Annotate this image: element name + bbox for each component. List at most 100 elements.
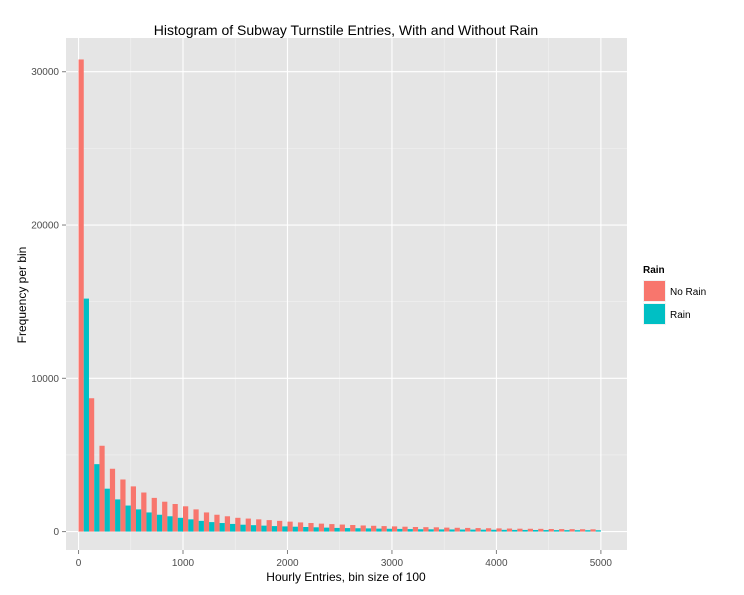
bar-no-rain [162, 501, 168, 532]
bar-no-rain [559, 529, 565, 532]
bar-rain [292, 526, 298, 532]
bar-rain [230, 523, 236, 532]
y-tick-label: 0 [53, 527, 59, 538]
bar-rain [324, 527, 330, 532]
bar-rain [219, 523, 225, 532]
bar-no-rain [99, 445, 105, 532]
chart-title: Histogram of Subway Turnstile Entries, W… [154, 22, 538, 38]
bar-rain [94, 464, 100, 532]
bar-no-rain [485, 528, 492, 532]
bar-rain [428, 529, 434, 532]
bar-rain [365, 528, 372, 532]
bar-rain [501, 529, 507, 532]
major-gridlines [66, 38, 627, 550]
bar-no-rain [120, 479, 126, 532]
bar-no-rain [130, 486, 136, 532]
bar-no-rain [475, 528, 481, 532]
bar-no-rain [141, 492, 147, 532]
bar-no-rain [245, 518, 251, 532]
bar-no-rain [454, 527, 460, 532]
bar-rain [397, 528, 403, 532]
bar-rain [574, 530, 580, 532]
bar-rain [595, 530, 601, 532]
bar-no-rain [391, 526, 398, 532]
x-axis-ticks: 0 1000 2000 3000 4000 5000 [76, 550, 612, 569]
bar-no-rain [214, 514, 220, 532]
bar-rain [459, 529, 466, 532]
bar-no-rain [151, 497, 157, 532]
bar-no-rain [78, 59, 84, 532]
bar-no-rain [193, 509, 199, 532]
bar-rain [115, 499, 121, 532]
x-tick-label: 1000 [172, 558, 195, 569]
y-tick-label: 10000 [31, 374, 59, 385]
bar-rain [470, 529, 476, 532]
bar-no-rain [203, 512, 210, 532]
bar-no-rain [465, 527, 471, 532]
bar-no-rain [381, 526, 387, 532]
legend-swatch-no-rain [644, 281, 665, 301]
legend-label-no-rain: No Rain [670, 287, 706, 298]
histogram-bars [78, 59, 601, 532]
x-tick-label: 0 [76, 558, 82, 569]
bar-rain [491, 529, 497, 532]
bar-rain [282, 526, 288, 532]
bar-rain [125, 505, 131, 532]
bar-rain [313, 527, 319, 532]
bar-rain [303, 527, 309, 532]
minor-gridlines [66, 38, 627, 550]
bar-no-rain [277, 520, 283, 532]
bar-rain [512, 529, 518, 532]
bar-no-rain [569, 529, 575, 532]
bar-no-rain [350, 525, 356, 532]
bar-no-rain [423, 527, 429, 532]
bar-no-rain [527, 528, 533, 532]
y-tick-label: 20000 [31, 221, 59, 232]
legend: Rain No Rain Rain [643, 265, 706, 325]
bar-rain [261, 525, 267, 532]
bar-rain [355, 528, 361, 532]
y-axis-title: Frequency per bin [15, 247, 29, 344]
bar-rain [156, 514, 163, 532]
y-tick-label: 30000 [31, 67, 59, 78]
bar-no-rain [318, 523, 325, 532]
bar-rain [407, 529, 413, 532]
bar-no-rain [297, 522, 304, 532]
bar-rain [271, 526, 278, 532]
bar-rain [334, 527, 340, 532]
bar-rain [344, 528, 351, 532]
bar-no-rain [412, 527, 419, 532]
bar-no-rain [402, 526, 408, 532]
bar-rain [438, 529, 445, 532]
bar-rain [532, 529, 539, 532]
x-tick-label: 2000 [276, 558, 299, 569]
bar-no-rain [496, 528, 502, 532]
bar-rain [188, 519, 194, 532]
bar-rain [167, 516, 173, 532]
bar-rain [553, 530, 560, 532]
bar-rain [449, 529, 455, 532]
bar-no-rain [506, 528, 513, 532]
y-axis-ticks: 0 10000 20000 30000 [31, 67, 66, 538]
bar-rain [209, 522, 215, 532]
bar-no-rain [339, 524, 345, 532]
bar-rain [250, 525, 257, 532]
bar-no-rain [433, 527, 439, 532]
bar-rain [564, 530, 570, 532]
bar-rain [146, 512, 152, 532]
bar-rain [104, 488, 110, 532]
bar-no-rain [256, 519, 262, 532]
bar-no-rain [287, 521, 293, 532]
bar-no-rain [444, 527, 450, 532]
bar-no-rain [329, 524, 335, 532]
bar-rain [83, 298, 89, 532]
x-axis-title: Hourly Entries, bin size of 100 [266, 570, 426, 584]
bar-rain [198, 520, 204, 532]
bar-rain [543, 530, 549, 532]
bar-no-rain [371, 525, 377, 532]
bar-no-rain [308, 523, 314, 532]
bar-rain [522, 529, 528, 532]
legend-swatch-rain [644, 304, 665, 324]
bar-no-rain [579, 529, 586, 532]
